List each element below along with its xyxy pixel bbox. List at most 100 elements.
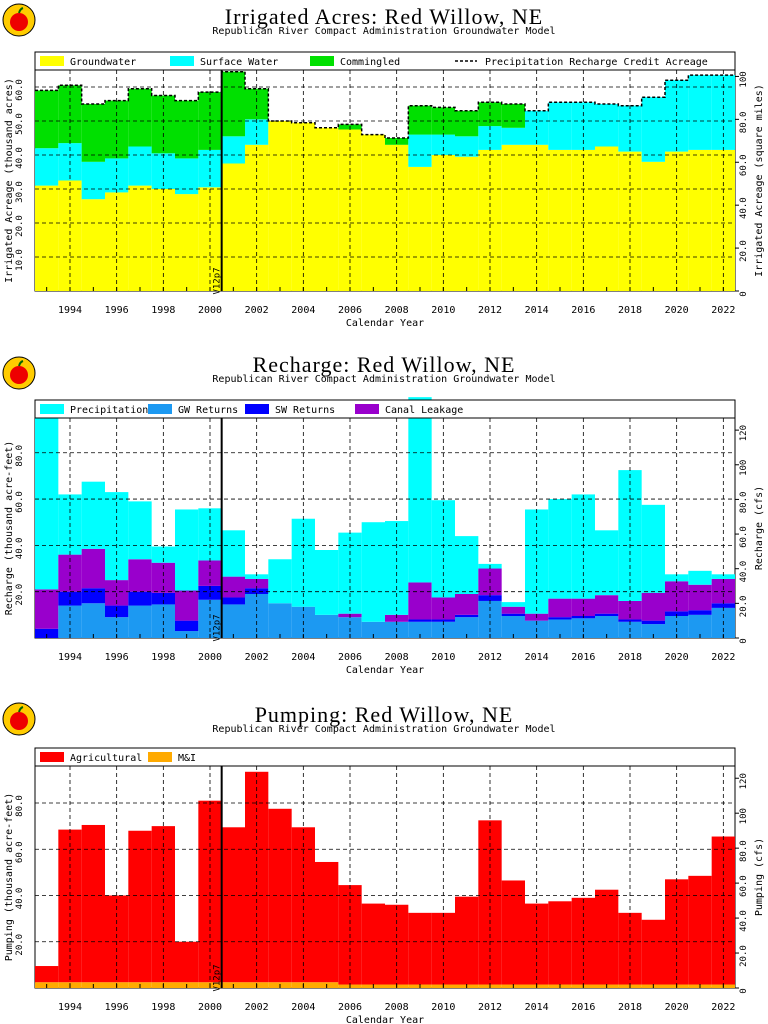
y2-axis-label: Irrigated Acreage (square miles)	[754, 84, 765, 277]
y2-tick-label: 100	[739, 808, 749, 824]
bar-groundwater-1993	[35, 185, 59, 291]
bar-gw-returns-2007	[361, 621, 385, 638]
bar-precipitation-1995	[81, 481, 105, 549]
bar-canal-leakage-1995	[81, 548, 105, 589]
bar-sw-returns-2001	[221, 597, 245, 605]
bar-gw-returns-2021	[688, 614, 712, 638]
bar-precipitation-1993	[35, 416, 59, 590]
y-tick-label: 30.0	[15, 181, 25, 203]
bar-precipitation-2017	[595, 530, 619, 596]
bar-agricultural-2015	[548, 901, 572, 985]
bar-precipitation-2010	[431, 500, 455, 598]
y2-tick-label: 20.0	[739, 240, 749, 262]
bar-sw-returns-2013	[501, 613, 525, 616]
x-tick-label: 2014	[525, 652, 549, 663]
bar-agricultural-1996	[105, 895, 129, 983]
version-marker-label: V12p7	[213, 964, 223, 991]
y2-tick-label: 40.0	[739, 910, 749, 932]
x-tick-label: 2010	[431, 1002, 455, 1013]
bar-agricultural-1997	[128, 830, 152, 983]
legend-entry: Surface Water	[200, 57, 278, 68]
bar-canal-leakage-2021	[688, 584, 712, 611]
legend-swatch	[355, 404, 379, 414]
bar-canal-leakage-2022	[711, 578, 735, 604]
bar-sw-returns-1997	[128, 591, 152, 606]
bar-agricultural-2009	[408, 912, 432, 985]
x-tick-label: 2016	[571, 305, 595, 316]
legend-swatch	[148, 404, 172, 414]
bar-surface-water-2009	[408, 134, 432, 167]
bar-precipitation-2020	[665, 574, 689, 582]
x-tick-label: 2016	[571, 652, 595, 663]
x-tick-label: 2018	[618, 1002, 642, 1013]
legend-box	[34, 747, 736, 767]
bar-commingled-1997	[128, 88, 152, 147]
legend-entry: Agricultural	[70, 753, 142, 764]
bar-gw-returns-1995	[81, 603, 105, 638]
legend-swatch	[170, 56, 194, 66]
bar-canal-leakage-2019	[641, 592, 665, 621]
x-axis-label: Calendar Year	[346, 1015, 424, 1024]
bar-agricultural-2020	[665, 879, 689, 985]
y-axis-label: Recharge (thousand acre-feet)	[4, 441, 15, 616]
bar-sw-returns-2018	[618, 619, 642, 622]
x-tick-label: 2020	[665, 305, 689, 316]
bar-gw-returns-2012	[478, 600, 502, 638]
bar-commingled-2009	[408, 105, 432, 135]
bar-precipitation-2007	[361, 522, 385, 622]
x-tick-label: 2014	[525, 305, 549, 316]
legend-box	[34, 399, 736, 419]
bar-agricultural-2022	[711, 836, 735, 985]
legend-swatch	[310, 56, 334, 66]
bar-canal-leakage-2017	[595, 595, 619, 614]
chart-title: Recharge: Red Willow, NE	[252, 352, 516, 377]
bar-agricultural-2005	[315, 861, 339, 983]
bar-agricultural-2004	[291, 827, 315, 983]
x-tick-label: 2012	[478, 652, 502, 663]
bar-gw-returns-2000	[198, 599, 222, 638]
bar-groundwater-1997	[128, 185, 152, 291]
y2-tick-label: 20.0	[739, 596, 749, 618]
bar-surface-water-2002	[245, 119, 269, 145]
bar-precipitation-2005	[315, 550, 339, 615]
bar-agricultural-2002	[245, 771, 269, 983]
legend-swatch	[40, 752, 64, 762]
bar-surface-water-2021	[688, 75, 712, 150]
x-tick-label: 1998	[151, 652, 175, 663]
apple-logo-icon	[2, 356, 36, 390]
x-tick-label: 2004	[291, 652, 315, 663]
x-tick-label: 2020	[665, 652, 689, 663]
y-tick-label: 80.0	[15, 445, 25, 467]
bar-commingled-1998	[151, 95, 175, 154]
bar-groundwater-2003	[268, 121, 292, 291]
x-tick-label: 2006	[338, 305, 362, 316]
pumping-chart: 20.0 40.0 60.0 80.0 Agricultural M&I 1994 1996 1…	[4, 747, 765, 1024]
y-tick-label: 40.0	[15, 147, 25, 169]
x-tick-label: 1994	[58, 652, 82, 663]
x-tick-label: 2012	[478, 305, 502, 316]
x-tick-label: 2022	[711, 305, 735, 316]
x-tick-label: 1996	[105, 305, 129, 316]
x-tick-label: 2008	[385, 1002, 409, 1013]
bar-gw-returns-2015	[548, 619, 572, 638]
bar-agricultural-2011	[455, 896, 479, 985]
bar-precipitation-1996	[105, 492, 129, 581]
y2-tick-label: 80.0	[739, 112, 749, 134]
bar-agricultural-2001	[221, 827, 245, 983]
bar-sw-returns-1998	[151, 592, 175, 605]
bar-surface-water-1997	[128, 146, 152, 186]
bar-precipitation-2009	[408, 397, 432, 583]
bar-canal-leakage-2013	[501, 606, 525, 614]
bar-agricultural-1993	[35, 966, 59, 983]
bar-agricultural-1999	[175, 941, 199, 983]
version-marker-label: V12p7	[213, 614, 223, 641]
bar-gw-returns-2019	[641, 624, 665, 638]
x-tick-label: 1998	[151, 1002, 175, 1013]
x-tick-label: 2008	[385, 652, 409, 663]
bar-groundwater-2013	[501, 144, 525, 291]
bar-agricultural-1995	[81, 824, 105, 983]
x-tick-label: 2002	[245, 1002, 269, 1013]
x-tick-label: 2020	[665, 1002, 689, 1013]
bar-commingled-2013	[501, 104, 525, 128]
y-tick-label: 20.0	[15, 584, 25, 606]
